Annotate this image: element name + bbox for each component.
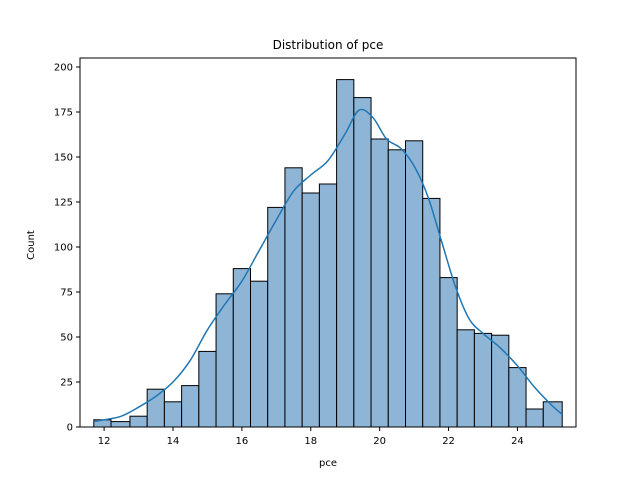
y-tick-label: 150 [54, 153, 73, 164]
y-tick-label: 125 [54, 198, 73, 209]
x-axis-ticks: 12 14 16 18 20 22 24 [98, 427, 524, 447]
y-tick-label: 200 [54, 63, 73, 74]
y-axis-ticks: 0 25 50 75 100 125 150 175 200 [54, 63, 80, 434]
histogram-bar [422, 197, 441, 428]
chart-title: Distribution of pce [273, 38, 384, 52]
x-tick-label: 14 [167, 436, 180, 447]
y-tick-label: 75 [60, 288, 73, 299]
histogram-bar [129, 415, 148, 428]
histogram-bar [250, 280, 269, 428]
y-tick-label: 175 [54, 108, 73, 119]
histogram-bar [163, 401, 183, 428]
histogram-bar [353, 97, 372, 428]
x-tick-label: 22 [442, 436, 455, 447]
histogram-bar [439, 277, 458, 428]
histogram-bar [267, 206, 286, 428]
x-axis-label: pce [319, 458, 337, 469]
plot-frame [79, 57, 577, 428]
histogram-bar [336, 79, 355, 428]
x-tick-label: 16 [236, 436, 249, 447]
histogram-bar [284, 167, 303, 428]
histogram-bars [93, 79, 563, 428]
histogram-bar [318, 183, 338, 428]
x-tick-label: 12 [98, 436, 111, 447]
histogram-bar [181, 385, 200, 428]
histogram-bar [491, 334, 510, 428]
histogram-bar [456, 329, 475, 428]
y-tick-label: 100 [54, 243, 73, 254]
histogram-bar [473, 332, 493, 428]
y-tick-label: 0 [67, 423, 73, 434]
histogram-bar [508, 367, 527, 428]
histogram-bar [110, 421, 131, 428]
histogram-bar [146, 388, 165, 428]
histogram-bar [301, 192, 320, 428]
y-tick-label: 25 [60, 378, 73, 389]
histogram-bar [198, 350, 217, 428]
x-tick-label: 24 [511, 436, 524, 447]
kde-curve [93, 108, 563, 423]
histogram-bar [405, 140, 424, 428]
histogram-bar [232, 268, 251, 428]
y-axis-label: Count [26, 230, 37, 260]
histogram-bar [525, 408, 544, 428]
x-tick-label: 20 [373, 436, 386, 447]
x-tick-label: 18 [304, 436, 317, 447]
histogram-bar [387, 149, 406, 428]
histogram-bar [370, 138, 389, 428]
y-tick-label: 50 [60, 333, 73, 344]
